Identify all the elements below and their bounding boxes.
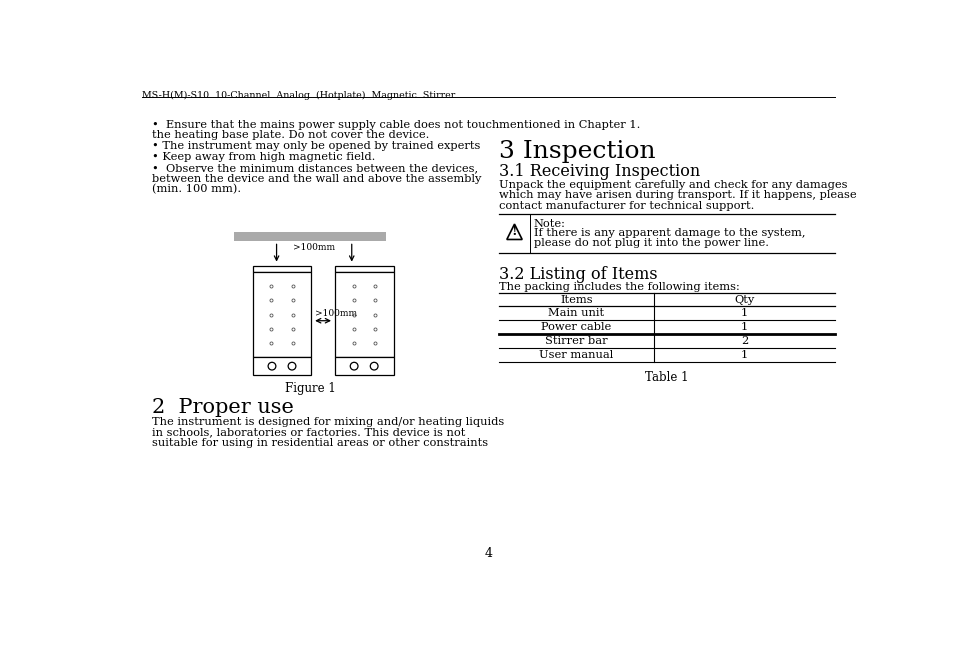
Text: 3 Inspection: 3 Inspection [498, 140, 655, 163]
Text: MS-H(M)-S10  10-Channel  Analog  (Hotplate)  Magnetic  Stirrer: MS-H(M)-S10 10-Channel Analog (Hotplate)… [142, 90, 456, 99]
Text: Main unit: Main unit [548, 308, 604, 318]
Text: Power cable: Power cable [540, 322, 611, 332]
Text: 1: 1 [740, 350, 747, 360]
Text: If there is any apparent damage to the system,: If there is any apparent damage to the s… [534, 228, 804, 238]
Bar [253, 266, 311, 272]
Text: mentioned in Chapter 1.: mentioned in Chapter 1. [498, 120, 639, 130]
Text: in schools, laboratories or factories. This device is not: in schools, laboratories or factories. T… [152, 428, 465, 437]
Text: Table 1: Table 1 [645, 371, 688, 384]
Text: The packing includes the following items:: The packing includes the following items… [498, 282, 739, 292]
Text: • Keep away from high magnetic field.: • Keep away from high magnetic field. [152, 152, 375, 163]
Text: Stirrer bar: Stirrer bar [544, 336, 607, 346]
Text: (min. 100 mm).: (min. 100 mm). [152, 184, 241, 195]
Text: between the device and the wall and above the assembly: between the device and the wall and abov… [152, 174, 480, 184]
Bar [335, 266, 394, 272]
Text: •  Observe the minimum distances between the devices,: • Observe the minimum distances between … [152, 164, 477, 174]
Text: >100mm: >100mm [293, 243, 335, 252]
Text: The instrument is designed for mixing and/or heating liquids: The instrument is designed for mixing an… [152, 417, 503, 427]
Text: Note:: Note: [534, 219, 565, 229]
Text: 1: 1 [740, 308, 747, 318]
Bar [335, 272, 394, 357]
Text: >100mm: >100mm [314, 310, 356, 319]
Text: •  Ensure that the mains power supply cable does not touch: • Ensure that the mains power supply cab… [152, 120, 498, 130]
Text: the heating base plate. Do not cover the device.: the heating base plate. Do not cover the… [152, 130, 429, 140]
Text: • The instrument may only be opened by trained experts: • The instrument may only be opened by t… [152, 141, 479, 152]
Text: 3.2 Listing of Items: 3.2 Listing of Items [498, 266, 657, 283]
Text: suitable for using in residential areas or other constraints: suitable for using in residential areas … [152, 438, 487, 448]
Text: Qty: Qty [734, 295, 754, 305]
Text: 3.1 Receiving Inspection: 3.1 Receiving Inspection [498, 163, 700, 180]
Text: !: ! [511, 225, 517, 238]
Text: 2  Proper use: 2 Proper use [152, 399, 294, 417]
Text: which may have arisen during transport. If it happens, please: which may have arisen during transport. … [498, 190, 856, 200]
Bar [335, 357, 394, 375]
Text: 2: 2 [740, 336, 747, 346]
Text: Figure 1: Figure 1 [284, 382, 335, 395]
Bar [233, 232, 385, 241]
Text: User manual: User manual [538, 350, 613, 360]
Text: contact manufacturer for technical support.: contact manufacturer for technical suppo… [498, 201, 754, 211]
Bar [253, 357, 311, 375]
Text: 1: 1 [740, 322, 747, 332]
Bar [253, 272, 311, 357]
Text: 4: 4 [484, 547, 493, 561]
Text: Unpack the equipment carefully and check for any damages: Unpack the equipment carefully and check… [498, 180, 846, 190]
Text: please do not plug it into the power line.: please do not plug it into the power lin… [534, 239, 768, 248]
Text: Items: Items [559, 295, 592, 305]
